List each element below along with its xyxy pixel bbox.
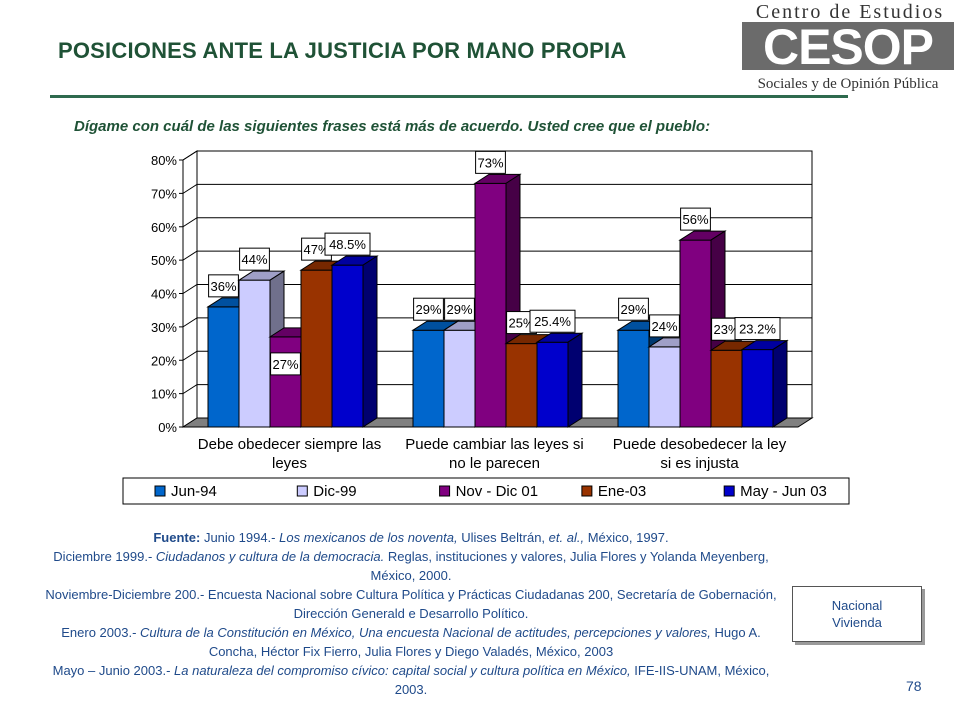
y-tick-label: 0% bbox=[158, 420, 177, 435]
data-label: 25.4% bbox=[534, 314, 571, 329]
y-tick-label: 40% bbox=[151, 287, 177, 302]
bar bbox=[617, 329, 650, 428]
data-label-box bbox=[618, 297, 649, 321]
data-label-box bbox=[444, 297, 475, 321]
y-tick-label: 60% bbox=[151, 220, 177, 235]
source-notes: Fuente: Junio 1994.- Los mexicanos de lo… bbox=[40, 528, 782, 699]
bar bbox=[505, 343, 538, 428]
legend-swatch bbox=[296, 485, 308, 497]
data-label: 73% bbox=[477, 155, 503, 170]
data-label: 44% bbox=[241, 252, 267, 267]
data-label-box bbox=[239, 247, 270, 271]
logo-line2: Sociales y de Opinión Pública bbox=[758, 76, 939, 92]
data-label-box bbox=[649, 314, 680, 338]
gridline bbox=[182, 317, 812, 328]
y-tick-label: 10% bbox=[151, 387, 177, 402]
note-line-2: Vivienda bbox=[832, 615, 882, 630]
bar bbox=[331, 264, 364, 428]
legend-entry: May - Jun 03 bbox=[740, 483, 827, 500]
bar bbox=[741, 349, 774, 428]
source-line-1: Fuente: Junio 1994.- Los mexicanos de lo… bbox=[153, 530, 669, 545]
data-label-box bbox=[734, 317, 781, 341]
data-label: 29% bbox=[446, 302, 472, 317]
gridline bbox=[182, 150, 812, 161]
data-label: 48.5% bbox=[329, 237, 366, 252]
logo-line1: Centro de Estudios bbox=[756, 1, 944, 23]
y-tick-label: 80% bbox=[151, 153, 177, 168]
legend-swatch bbox=[723, 485, 735, 497]
x-category-label: Debe obedecer siempre las bbox=[198, 436, 381, 453]
bar-side bbox=[362, 255, 378, 428]
x-category-label: no le parecen bbox=[449, 455, 540, 472]
data-label: 47% bbox=[303, 242, 329, 257]
cesop-logo: Centro de Estudios CESOP Sociales y de O… bbox=[742, 1, 954, 92]
y-tick-label: 70% bbox=[151, 186, 177, 201]
bar-side bbox=[567, 332, 583, 428]
x-category-label: leyes bbox=[272, 455, 307, 472]
gridline bbox=[182, 183, 812, 194]
bar bbox=[300, 269, 333, 428]
gridline bbox=[182, 217, 812, 228]
data-label-box bbox=[324, 232, 371, 256]
bar bbox=[474, 182, 507, 428]
bar bbox=[443, 329, 476, 428]
data-label: 56% bbox=[682, 212, 708, 227]
bar bbox=[648, 346, 681, 428]
y-tick-label: 50% bbox=[151, 253, 177, 268]
bar bbox=[679, 239, 712, 428]
bar bbox=[536, 341, 569, 428]
data-label: 24% bbox=[651, 319, 677, 334]
gridline bbox=[182, 350, 812, 361]
legend-swatch bbox=[154, 485, 166, 497]
survey-question: Dígame con cuál de las siguientes frases… bbox=[74, 118, 711, 135]
source-line-3: Noviembre-Diciembre 200.- Encuesta Nacio… bbox=[45, 587, 777, 621]
x-category-label: si es injusta bbox=[660, 455, 739, 472]
logo-mark: CESOP bbox=[763, 19, 933, 75]
legend-entry: Dic-99 bbox=[313, 483, 356, 500]
data-label: 29% bbox=[415, 302, 441, 317]
bar-side bbox=[772, 339, 788, 428]
legend-swatch bbox=[581, 485, 593, 497]
bar bbox=[238, 279, 271, 428]
bar bbox=[269, 336, 302, 428]
data-label-box bbox=[208, 274, 239, 298]
legend-entry: Jun-94 bbox=[171, 483, 217, 500]
data-label: 29% bbox=[620, 302, 646, 317]
data-label: 23% bbox=[713, 322, 739, 337]
x-category-label: Puede desobedecer la ley bbox=[613, 436, 787, 453]
data-label: 25% bbox=[508, 316, 534, 331]
legend-entry: Ene-03 bbox=[598, 483, 646, 500]
bar bbox=[207, 306, 240, 428]
bar bbox=[710, 349, 743, 428]
data-label-box bbox=[529, 309, 576, 333]
data-label: 23.2% bbox=[739, 322, 776, 337]
page-number: 78 bbox=[906, 678, 922, 694]
x-category-label: Puede cambiar las leyes si bbox=[405, 436, 583, 453]
data-label-box bbox=[475, 150, 506, 174]
gridline bbox=[182, 250, 812, 261]
gridline bbox=[182, 284, 812, 294]
source-line-4: Enero 2003.- Cultura de la Constitución … bbox=[61, 625, 761, 659]
data-label: 36% bbox=[210, 279, 236, 294]
y-tick-label: 30% bbox=[151, 320, 177, 335]
data-label: 27% bbox=[272, 357, 298, 372]
note-line-1: Nacional bbox=[831, 598, 883, 613]
sample-note: Nacional Vivienda bbox=[792, 586, 922, 642]
source-line-2: Diciembre 1999.- Ciudadanos y cultura de… bbox=[53, 549, 769, 583]
y-tick-label: 20% bbox=[151, 353, 177, 368]
legend-swatch bbox=[439, 485, 451, 497]
legend-entry: Nov - Dic 01 bbox=[456, 483, 539, 500]
data-label-box bbox=[680, 207, 711, 231]
bar bbox=[412, 329, 445, 428]
gridline bbox=[182, 384, 812, 395]
source-line-5: Mayo – Junio 2003.- La naturaleza del co… bbox=[52, 663, 770, 697]
title-underline bbox=[50, 95, 848, 98]
data-label-box bbox=[270, 352, 301, 376]
data-label-box bbox=[413, 297, 444, 321]
page-title: POSICIONES ANTE LA JUSTICIA POR MANO PRO… bbox=[58, 38, 627, 63]
